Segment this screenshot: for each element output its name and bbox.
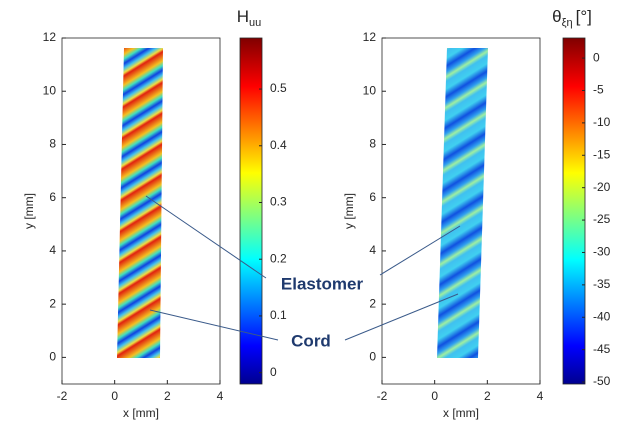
leader-line [145,195,267,279]
leader-line [344,293,459,341]
colorbar-title-part: ξη [562,17,573,29]
colorbar [239,37,263,385]
colorbar-tick-label: 0 [270,365,277,379]
x-tick-label: -2 [377,389,388,403]
y-tick-label: 8 [49,137,56,151]
colorbar-title-part: H [237,7,249,26]
colorbar-title: θξη [°] [552,7,592,28]
y-tick-label: 6 [49,190,56,204]
colorbar-tick-label: 0.2 [270,251,287,265]
x-tick-label: 0 [111,389,118,403]
y-axis-label: y [mm] [22,193,36,229]
y-tick-label: 0 [369,350,376,364]
axes-box [61,37,221,385]
colorbar-tick-label: -10 [593,115,611,129]
y-tick-label: 12 [43,30,57,44]
x-axis-label: x [mm] [123,406,159,420]
field-map [437,48,488,358]
colorbar-title-part: uu [249,17,261,29]
annotation: Cord [291,331,331,350]
x-tick-label: 2 [484,389,491,403]
colorbar-title: Huu [237,7,262,28]
annotation-lines [145,195,461,341]
y-tick-label: 2 [369,296,376,310]
annotation: Elastomer [281,274,364,293]
y-tick-label: 4 [369,243,376,257]
colorbar-tick-label: 0.3 [270,195,287,209]
colorbar-tick-label: -30 [593,245,611,259]
y-tick-label: 2 [49,296,56,310]
axes-box [381,37,541,385]
leader-line [379,225,461,276]
colorbar-title-part: [°] [576,7,592,26]
y-axis-label: y [mm] [342,193,356,229]
x-axis-label: x [mm] [443,406,479,420]
y-tick-label: 0 [49,350,56,364]
colorbar [562,37,586,385]
x-tick-label: 0 [431,389,438,403]
field-map [117,48,163,358]
x-tick-label: -2 [57,389,68,403]
colorbar-tick-label: -5 [593,83,604,97]
y-tick-label: 8 [369,137,376,151]
y-tick-label: 12 [363,30,377,44]
colorbar-tick-label: -15 [593,147,611,161]
y-tick-label: 4 [49,243,56,257]
colorbar-tick-label: 0.4 [270,138,287,152]
x-tick-label: 4 [537,389,544,403]
colorbar-tick-label: -25 [593,212,611,226]
y-tick-label: 6 [369,190,376,204]
colorbar-tick-label: -50 [593,374,611,388]
colorbar-tick-label: 0.5 [270,81,287,95]
colorbar-tick-label: -45 [593,342,611,356]
colorbar-tick-label: 0.1 [270,308,287,322]
y-tick-label: 10 [43,83,57,97]
colorbar-tick-label: -35 [593,277,611,291]
y-tick-label: 10 [363,83,377,97]
x-tick-label: 2 [164,389,171,403]
colorbar-tick-label: 0 [593,50,600,64]
colorbar-title-part: θ [552,7,561,26]
leader-line [149,309,279,341]
x-tick-label: 4 [217,389,224,403]
colorbar-tick-label: -20 [593,180,611,194]
colorbar-tick-label: -40 [593,309,611,323]
